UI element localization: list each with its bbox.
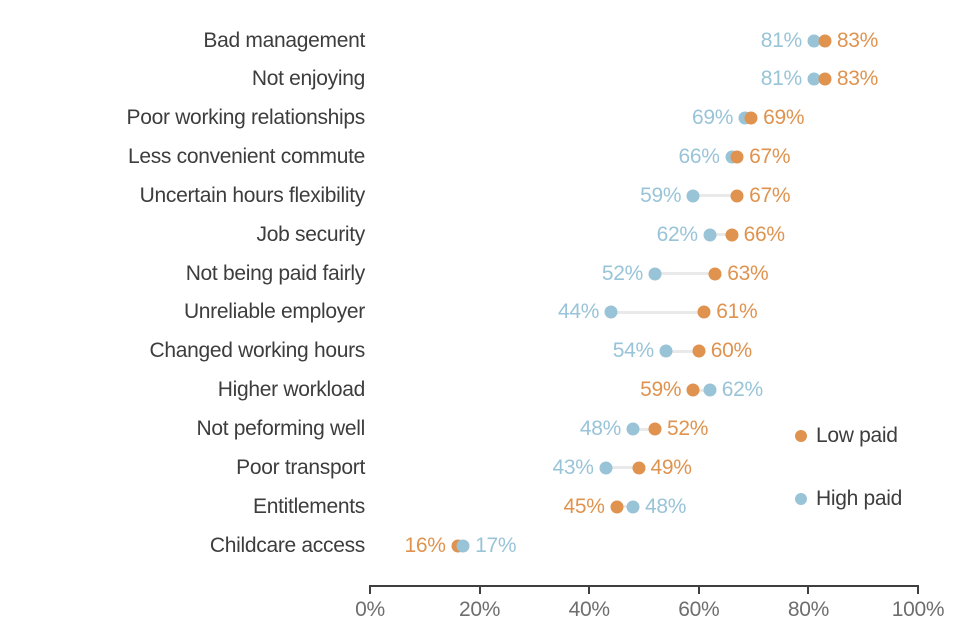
x-axis-tick — [369, 585, 371, 594]
x-axis-tick — [697, 585, 700, 594]
category-label: Not peforming well — [196, 417, 365, 440]
high-paid-dot — [703, 228, 717, 242]
high-paid-dot — [456, 539, 470, 553]
low-paid-dot — [648, 422, 662, 436]
value-label-high-paid: 81% — [760, 67, 802, 91]
x-axis-tick-label: 0% — [355, 598, 385, 621]
x-axis-tick-label: 40% — [568, 598, 610, 621]
category-label: Higher workload — [217, 378, 366, 402]
low-paid-dot — [744, 111, 758, 125]
x-axis-tick — [917, 585, 919, 594]
low-paid-dot — [730, 189, 744, 203]
x-axis-tick-label: 60% — [678, 598, 720, 621]
high-paid-dot — [807, 34, 821, 47]
connector-line — [616, 505, 634, 509]
low-paid-dot — [818, 72, 832, 86]
x-axis-tick — [807, 585, 810, 594]
connector-line — [654, 272, 716, 276]
value-label-low-paid: 45% — [563, 494, 605, 518]
value-label-low-paid: 60% — [710, 339, 752, 363]
x-axis-tick — [478, 585, 481, 594]
category-label: Bad management — [203, 28, 365, 52]
value-label-low-paid: 63% — [727, 261, 769, 285]
value-label-high-paid: 43% — [552, 455, 594, 479]
x-axis-tick-label: 20% — [459, 598, 501, 621]
category-label: Unreliable employer — [183, 300, 365, 324]
high-paid-dot — [807, 72, 821, 86]
high-paid-dot — [626, 422, 640, 436]
value-label-high-paid: 62% — [721, 378, 763, 402]
legend-label: Low paid — [816, 424, 898, 447]
low-paid-dot — [692, 344, 706, 358]
category-label: Childcare access — [209, 533, 365, 557]
value-label-high-paid: 17% — [475, 533, 517, 557]
value-label-high-paid: 81% — [760, 28, 802, 52]
high-paid-dot — [599, 461, 613, 475]
connector-line — [665, 349, 699, 353]
high-paid-dot — [659, 344, 673, 358]
legend-item-low-paid: Low paid — [795, 424, 898, 448]
value-label-low-paid: 66% — [743, 222, 785, 246]
low-paid-dot — [818, 34, 832, 47]
value-label-high-paid: 59% — [640, 183, 682, 207]
low-paid-dot — [697, 305, 711, 319]
high-paid-dot — [686, 189, 700, 203]
x-axis-tick-label: 80% — [787, 598, 829, 621]
value-label-high-paid: 48% — [645, 494, 687, 518]
low-paid-dot — [610, 500, 624, 514]
low-paid-legend-dot — [795, 430, 807, 442]
connector-line — [693, 388, 710, 392]
x-axis-line — [370, 585, 918, 587]
value-label-low-paid: 16% — [404, 533, 446, 557]
low-paid-dot — [708, 267, 722, 281]
connector-line — [633, 427, 655, 431]
category-label: Less convenient commute — [127, 145, 365, 169]
category-label: Changed working hours — [149, 339, 365, 363]
value-label-low-paid: 61% — [716, 300, 758, 324]
value-label-low-paid: 69% — [763, 106, 805, 130]
category-label: Entitlements — [253, 494, 365, 518]
value-label-high-paid: 66% — [678, 145, 720, 169]
value-label-low-paid: 67% — [749, 183, 791, 207]
connector-line — [709, 233, 732, 237]
x-axis-tick — [588, 585, 591, 594]
low-paid-dot — [730, 150, 744, 164]
value-label-low-paid: 59% — [640, 378, 682, 402]
category-label: Not enjoying — [251, 67, 365, 91]
value-label-high-paid: 54% — [612, 339, 654, 363]
category-label: Uncertain hours flexibility — [139, 183, 366, 207]
x-axis-tick-label: 100% — [891, 598, 945, 621]
low-paid-dot — [725, 228, 739, 242]
low-paid-dot — [632, 461, 646, 475]
low-paid-dot — [686, 383, 700, 397]
category-label: Poor working relationships — [126, 106, 366, 130]
value-label-high-paid: 69% — [691, 106, 734, 130]
value-label-high-paid: 44% — [557, 300, 600, 324]
high-paid-legend-dot — [795, 493, 807, 505]
high-paid-dot — [703, 383, 717, 397]
value-label-low-paid: 52% — [666, 417, 709, 440]
connector-line — [605, 466, 639, 470]
legend-item-high-paid: High paid — [795, 487, 902, 511]
category-label: Job security — [256, 222, 366, 246]
value-label-high-paid: 62% — [656, 222, 698, 246]
high-paid-dot — [626, 500, 640, 514]
value-label-low-paid: 83% — [836, 67, 878, 91]
high-paid-dot — [604, 305, 618, 319]
value-label-low-paid: 83% — [836, 28, 878, 52]
category-label: Not being paid fairly — [185, 261, 366, 285]
value-label-low-paid: 49% — [650, 455, 692, 479]
connector-line — [611, 310, 705, 314]
value-label-high-paid: 48% — [579, 417, 622, 440]
value-label-low-paid: 67% — [749, 145, 791, 169]
legend-label: High paid — [816, 487, 903, 510]
value-label-high-paid: 52% — [601, 261, 643, 285]
high-paid-dot — [648, 267, 662, 281]
category-label: Poor transport — [236, 455, 365, 479]
connector-line — [693, 194, 738, 198]
